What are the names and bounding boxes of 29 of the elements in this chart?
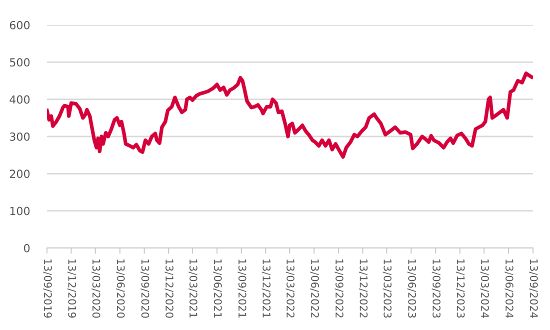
x-tick-label: 13/09/2023 — [432, 260, 440, 318]
x-tick-label: 13/12/2020 — [164, 260, 174, 318]
x-tick-label: 13/12/2022 — [358, 260, 368, 318]
x-tick-label: 13/03/2021 — [188, 260, 198, 318]
x-tick-label: 13/09/2022 — [334, 260, 344, 318]
y-tick-label: 200 — [10, 170, 30, 178]
y-tick-label: 0 — [24, 244, 30, 252]
x-tick-label: 13/06/2022 — [310, 260, 319, 318]
x-tick-label: 13/09/2019 — [43, 260, 52, 318]
x-tick-label: 13/03/2020 — [92, 260, 100, 318]
x-tick-label: 13/09/2024 — [529, 260, 538, 318]
line-series — [47, 72, 533, 159]
y-tick-label: 100 — [10, 206, 30, 216]
x-tick-label: 13/12/2021 — [262, 260, 271, 318]
y-tick-label: 500 — [10, 58, 30, 67]
x-tick-label: 13/12/2023 — [456, 260, 465, 318]
x-tick-label: 13/06/2021 — [213, 260, 222, 318]
y-tick-label: 300 — [10, 132, 30, 141]
x-tick-label: 13/03/2023 — [382, 260, 392, 318]
x-tick-label: 13/06/2020 — [116, 260, 125, 318]
x-tick-label: 13/03/2024 — [480, 260, 489, 318]
y-tick-label: 400 — [10, 95, 30, 104]
x-tick-label: 13/09/2021 — [238, 260, 246, 318]
x-tick-label: 13/03/2022 — [286, 260, 294, 318]
x-tick-label: 13/06/2024 — [504, 260, 514, 318]
x-tick-label: 13/12/2019 — [67, 260, 76, 318]
y-tick-label: 600 — [10, 20, 30, 30]
x-tick-label: 13/06/2023 — [407, 260, 416, 318]
x-tick-label: 13/09/2020 — [140, 260, 150, 318]
